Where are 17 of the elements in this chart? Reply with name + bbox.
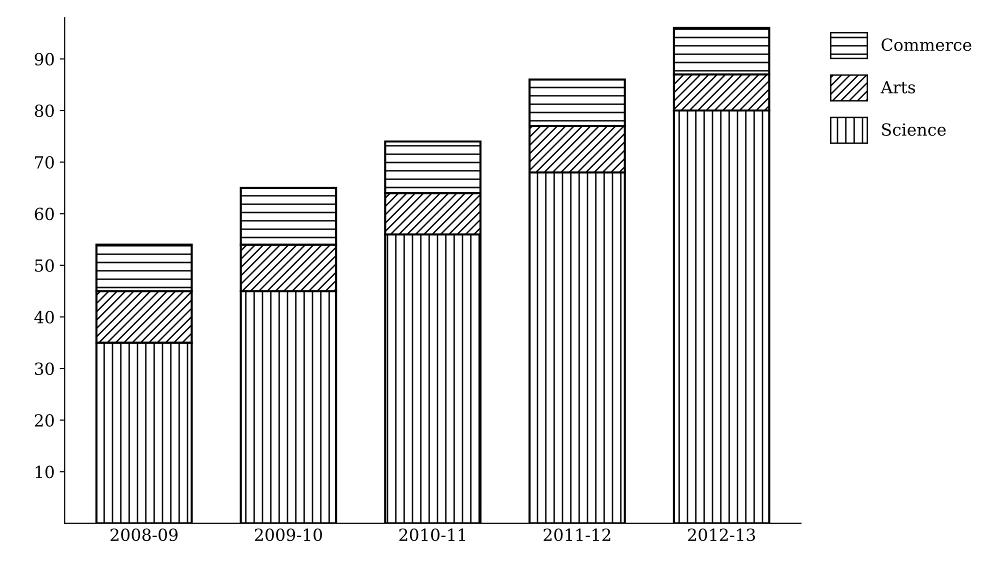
- x-tick-label: 2011-12: [544, 528, 610, 542]
- y-tick-label: 50: [35, 259, 54, 272]
- y-tick-label: 80: [34, 104, 54, 118]
- y-tick-label: 30: [35, 362, 54, 376]
- y-tick-label: 20: [34, 414, 54, 427]
- legend-label: Commerce: [882, 38, 972, 52]
- legend-label: Arts: [880, 81, 916, 94]
- y-tick-label: 60: [34, 208, 54, 220]
- x-tick-label: 2009-10: [254, 528, 322, 542]
- y-tick-label: 10: [36, 466, 54, 478]
- x-tick-label: 2008-09: [110, 528, 178, 542]
- legend-label: Science: [882, 123, 946, 136]
- x-tick-label: 2010-11: [399, 528, 466, 542]
- y-tick-label: 40: [34, 310, 54, 324]
- x-tick-label: 2012-13: [688, 528, 755, 542]
- y-tick-label: 70: [35, 156, 54, 169]
- y-tick-label: 90: [34, 52, 54, 66]
